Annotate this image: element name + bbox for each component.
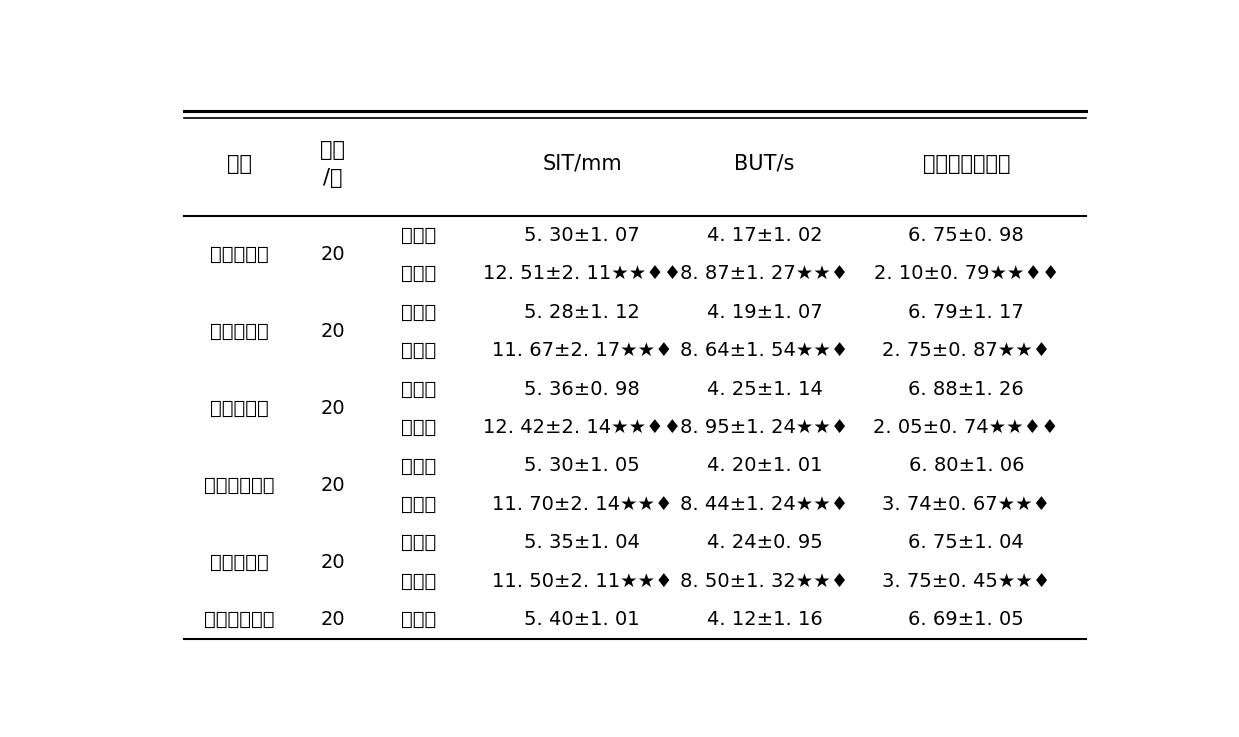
Text: 2. 75±0. 87★★♦: 2. 75±0. 87★★♦ — [882, 341, 1051, 360]
Text: SIT/mm: SIT/mm — [543, 153, 622, 174]
Text: 普伐他汀组: 普伐他汀组 — [209, 322, 269, 341]
Text: 6. 80±1. 06: 6. 80±1. 06 — [908, 456, 1023, 475]
Text: 20: 20 — [320, 475, 344, 495]
Text: 项目: 项目 — [227, 153, 252, 174]
Text: 6. 79±1. 17: 6. 79±1. 17 — [908, 303, 1025, 322]
Text: 瑞舒伐他汀组: 瑞舒伐他汀组 — [204, 475, 275, 495]
Text: 治疗前: 治疗前 — [401, 303, 436, 322]
Text: 4. 17±1. 02: 4. 17±1. 02 — [706, 226, 823, 245]
Text: 5. 35±1. 04: 5. 35±1. 04 — [524, 534, 641, 552]
Text: 荧光素染色分级: 荧光素染色分级 — [923, 153, 1010, 174]
Text: 治疗前: 治疗前 — [401, 226, 436, 245]
Text: 治疗后: 治疗后 — [401, 572, 436, 591]
Text: 治疗后: 治疗后 — [401, 495, 436, 514]
Text: 20: 20 — [320, 322, 344, 341]
Text: 治疗前: 治疗前 — [401, 610, 436, 629]
Text: 2. 10±0. 79★★♦♦: 2. 10±0. 79★★♦♦ — [873, 265, 1059, 283]
Text: 治疗后: 治疗后 — [401, 341, 436, 360]
Text: 5. 30±1. 05: 5. 30±1. 05 — [524, 456, 641, 475]
Text: 8. 44±1. 24★★♦: 8. 44±1. 24★★♦ — [680, 495, 849, 514]
Text: 治疗后: 治疗后 — [401, 418, 436, 437]
Text: 8. 95±1. 24★★♦: 8. 95±1. 24★★♦ — [680, 418, 849, 437]
Text: 治疗前: 治疗前 — [401, 534, 436, 552]
Text: 20: 20 — [320, 245, 344, 264]
Text: 8. 50±1. 32★★♦: 8. 50±1. 32★★♦ — [680, 572, 849, 591]
Text: 4. 19±1. 07: 4. 19±1. 07 — [706, 303, 823, 322]
Text: 20: 20 — [320, 399, 344, 418]
Text: 11. 67±2. 17★★♦: 11. 67±2. 17★★♦ — [492, 341, 673, 360]
Text: 氟伐他汀组: 氟伐他汀组 — [209, 553, 269, 571]
Text: 5. 28±1. 12: 5. 28±1. 12 — [524, 303, 641, 322]
Text: 4. 20±1. 01: 4. 20±1. 01 — [707, 456, 823, 475]
Text: 2. 05±0. 74★★♦♦: 2. 05±0. 74★★♦♦ — [873, 418, 1059, 437]
Text: BUT/s: BUT/s — [735, 153, 794, 174]
Text: 8. 87±1. 27★★♦: 8. 87±1. 27★★♦ — [680, 265, 849, 283]
Text: 治疗后: 治疗后 — [401, 265, 436, 283]
Text: 6. 88±1. 26: 6. 88±1. 26 — [908, 380, 1025, 399]
Text: 8. 64±1. 54★★♦: 8. 64±1. 54★★♦ — [680, 341, 849, 360]
Text: 辛伐他汀组: 辛伐他汀组 — [209, 245, 269, 264]
Text: 4. 12±1. 16: 4. 12±1. 16 — [706, 610, 823, 629]
Text: 11. 50±2. 11★★♦: 11. 50±2. 11★★♦ — [492, 572, 673, 591]
Text: 12. 42±2. 14★★♦♦: 12. 42±2. 14★★♦♦ — [483, 418, 681, 437]
Text: 3. 75±0. 45★★♦: 3. 75±0. 45★★♦ — [882, 572, 1051, 591]
Text: 阿托伐他汀组: 阿托伐他汀组 — [204, 610, 275, 629]
Text: 20: 20 — [320, 553, 344, 571]
Text: 3. 74±0. 67★★♦: 3. 74±0. 67★★♦ — [882, 495, 1051, 514]
Text: 6. 75±0. 98: 6. 75±0. 98 — [908, 226, 1025, 245]
Text: 5. 36±0. 98: 5. 36±0. 98 — [524, 380, 641, 399]
Text: 20: 20 — [320, 610, 344, 629]
Text: 4. 25±1. 14: 4. 25±1. 14 — [706, 380, 823, 399]
Text: 治疗前: 治疗前 — [401, 456, 436, 475]
Text: 6. 75±1. 04: 6. 75±1. 04 — [908, 534, 1025, 552]
Text: 12. 51±2. 11★★♦♦: 12. 51±2. 11★★♦♦ — [483, 265, 681, 283]
Text: 治疗前: 治疗前 — [401, 380, 436, 399]
Text: 11. 70±2. 14★★♦: 11. 70±2. 14★★♦ — [492, 495, 673, 514]
Text: 5. 40±1. 01: 5. 40±1. 01 — [524, 610, 641, 629]
Text: 5. 30±1. 07: 5. 30±1. 07 — [524, 226, 641, 245]
Text: 眼数
/只: 眼数 /只 — [320, 139, 344, 188]
Text: 6. 69±1. 05: 6. 69±1. 05 — [908, 610, 1025, 629]
Text: 洛伐他汀组: 洛伐他汀组 — [209, 399, 269, 418]
Text: 4. 24±0. 95: 4. 24±0. 95 — [706, 534, 823, 552]
